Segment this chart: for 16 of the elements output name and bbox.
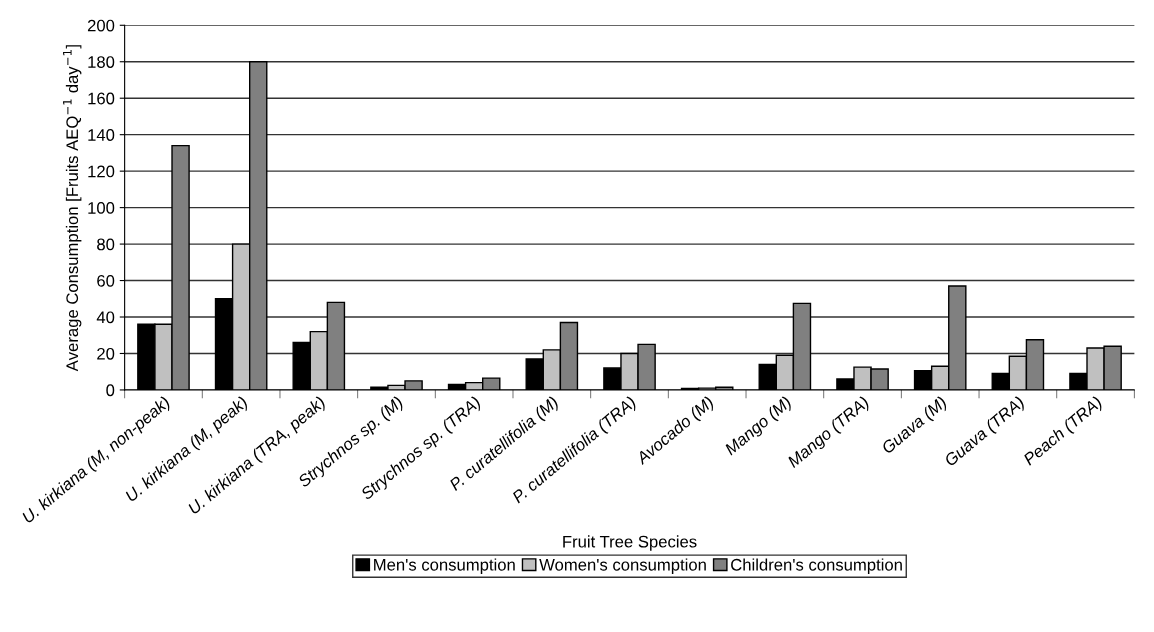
legend-label: Men's consumption — [374, 558, 515, 574]
legend-label: Children's consumption — [731, 558, 902, 574]
y-tick-label: 200 — [87, 19, 115, 32]
y-tick-label: 120 — [88, 165, 115, 178]
y-tick-label: 60 — [97, 274, 115, 287]
y-tick-label: 180 — [88, 56, 115, 68]
y-tick-label: 20 — [97, 347, 115, 360]
y-axis-title: Average Consumption [Fruits AEQ$^{−1}$ day$^{−1}$] — [63, 45, 82, 372]
x-axis-title: Fruit Tree Species — [563, 535, 697, 551]
y-tick-label: 80 — [97, 238, 115, 251]
y-tick-label: 160 — [88, 92, 115, 105]
y-tick-label: 140 — [88, 129, 115, 141]
y-tick-label: 0 — [106, 384, 115, 397]
legend-label: Women's consumption — [539, 558, 706, 574]
y-tick-label: 100 — [88, 202, 115, 214]
y-tick-label: 40 — [96, 311, 115, 324]
